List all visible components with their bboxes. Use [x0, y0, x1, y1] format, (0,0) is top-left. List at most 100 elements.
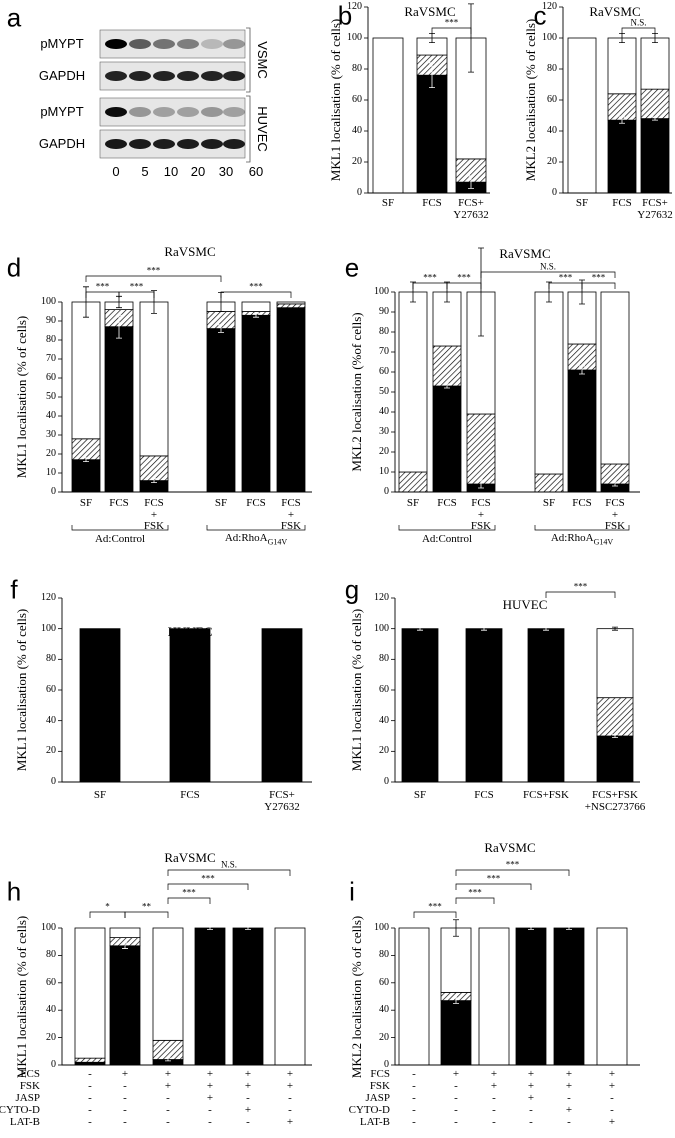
bar-segment: [398, 471, 428, 493]
condition-mark: -: [288, 1104, 292, 1117]
blot-band: [177, 139, 199, 149]
bar-segment: [478, 927, 510, 1066]
blot-band: [153, 139, 175, 149]
group-name: Ad:RhoA: [550, 532, 594, 545]
condition-mark: -: [492, 1116, 496, 1129]
y-tick-label: 0: [384, 485, 389, 497]
bar-segment: [79, 628, 121, 783]
y-tick-label: 0: [51, 1058, 56, 1070]
condition-mark: -: [88, 1080, 92, 1093]
error-bar: [468, 175, 474, 189]
condition-mark: -: [529, 1116, 533, 1129]
bar-segment: [109, 927, 141, 938]
x-tick-label: FCS + FSK: [470, 497, 492, 533]
significance-bracket: [118, 291, 155, 298]
error-bar: [444, 383, 450, 389]
y-tick-label: 60: [46, 371, 56, 383]
cell-type-bracket: [246, 27, 251, 93]
significance-label: ***: [423, 272, 437, 283]
x-tick-label: FCS+ Y27632: [264, 789, 300, 813]
y-tick-label: 40: [46, 1003, 56, 1015]
panel-letter: b: [337, 0, 353, 31]
y-tick-label: 60: [379, 976, 389, 988]
bar-segment: [104, 326, 134, 493]
bar-segment: [276, 303, 306, 309]
condition-mark: -: [454, 1116, 458, 1129]
blot-band: [129, 71, 151, 81]
bar-segment: [465, 628, 503, 783]
bar-segment: [152, 927, 184, 1041]
significance-bracket: [413, 911, 457, 918]
x-tick-label: FCS + FSK: [604, 497, 626, 533]
x-tick-label: FCS+ Y27632: [637, 197, 673, 221]
significance-bracket: [446, 282, 482, 289]
blot-band: [153, 39, 175, 49]
bar-segment: [596, 628, 634, 699]
condition-mark: -: [567, 1116, 571, 1129]
group-label: Ad:RhoAG14V: [225, 532, 287, 547]
condition-mark: +: [608, 1116, 616, 1129]
y-tick-label: 60: [379, 683, 389, 695]
bar-segment: [139, 455, 169, 481]
y-tick-label: 0: [384, 775, 389, 787]
condition-label: LAT-B: [359, 1116, 390, 1129]
significance-label: ***: [146, 265, 161, 276]
bar-segment: [109, 945, 141, 1066]
panel-letter: h: [6, 876, 22, 907]
condition-mark: +: [244, 1104, 252, 1117]
y-tick-label: 20: [46, 745, 56, 757]
bar-segment: [515, 927, 547, 1066]
y-axis-label: MKL1 localisation (% of cells): [349, 608, 365, 772]
significance-label: *: [105, 901, 110, 912]
bar-segment: [466, 413, 496, 485]
y-tick-label: 20: [379, 445, 389, 457]
y-tick-label: 60: [379, 365, 389, 377]
bar-segment: [74, 1057, 106, 1063]
y-tick-label: 80: [46, 653, 56, 665]
y-tick-label: 80: [379, 949, 389, 961]
significance-bracket: [85, 291, 120, 298]
error-bar: [417, 626, 423, 631]
chart-title: HUVEC: [502, 597, 548, 613]
panel-letter: g: [344, 574, 360, 605]
error-bar: [619, 116, 625, 124]
error-bar: [652, 116, 658, 121]
y-tick-label: 20: [46, 1031, 56, 1043]
bar-segment: [440, 927, 472, 993]
blot-band: [153, 107, 175, 117]
bar-segment: [567, 369, 597, 493]
condition-mark: -: [492, 1092, 496, 1105]
x-tick-label: SF: [381, 197, 395, 209]
error-bar: [453, 919, 459, 937]
condition-mark: -: [454, 1080, 458, 1093]
blot-band: [223, 71, 245, 81]
x-tick-label: SF: [214, 497, 228, 509]
y-tick-label: 80: [379, 653, 389, 665]
y-tick-label: 100: [41, 295, 56, 307]
condition-mark: +: [244, 1080, 252, 1093]
condition-mark: -: [529, 1104, 533, 1117]
condition-mark: -: [412, 1116, 416, 1129]
bar-segment: [169, 628, 211, 783]
x-tick-label: FCS+FSK: [523, 789, 569, 801]
condition-mark: -: [492, 1104, 496, 1117]
bar-segment: [607, 119, 637, 194]
blot-row-label: GAPDH: [38, 68, 86, 84]
panel-letter: f: [10, 574, 18, 605]
axis: [562, 7, 672, 194]
y-tick-label: 40: [379, 405, 389, 417]
condition-mark: +: [206, 1068, 214, 1081]
significance-label: ***: [249, 281, 263, 292]
y-tick-label: 0: [51, 775, 56, 787]
y-tick-label: 40: [46, 409, 56, 421]
condition-mark: +: [490, 1080, 498, 1093]
y-tick-label: 50: [379, 385, 389, 397]
axis: [394, 292, 640, 493]
significance-label: ***: [182, 887, 196, 898]
condition-mark: +: [490, 1068, 498, 1081]
y-tick-label: 10: [379, 465, 389, 477]
bar-segment: [71, 301, 101, 440]
significance-bracket: [89, 911, 126, 918]
